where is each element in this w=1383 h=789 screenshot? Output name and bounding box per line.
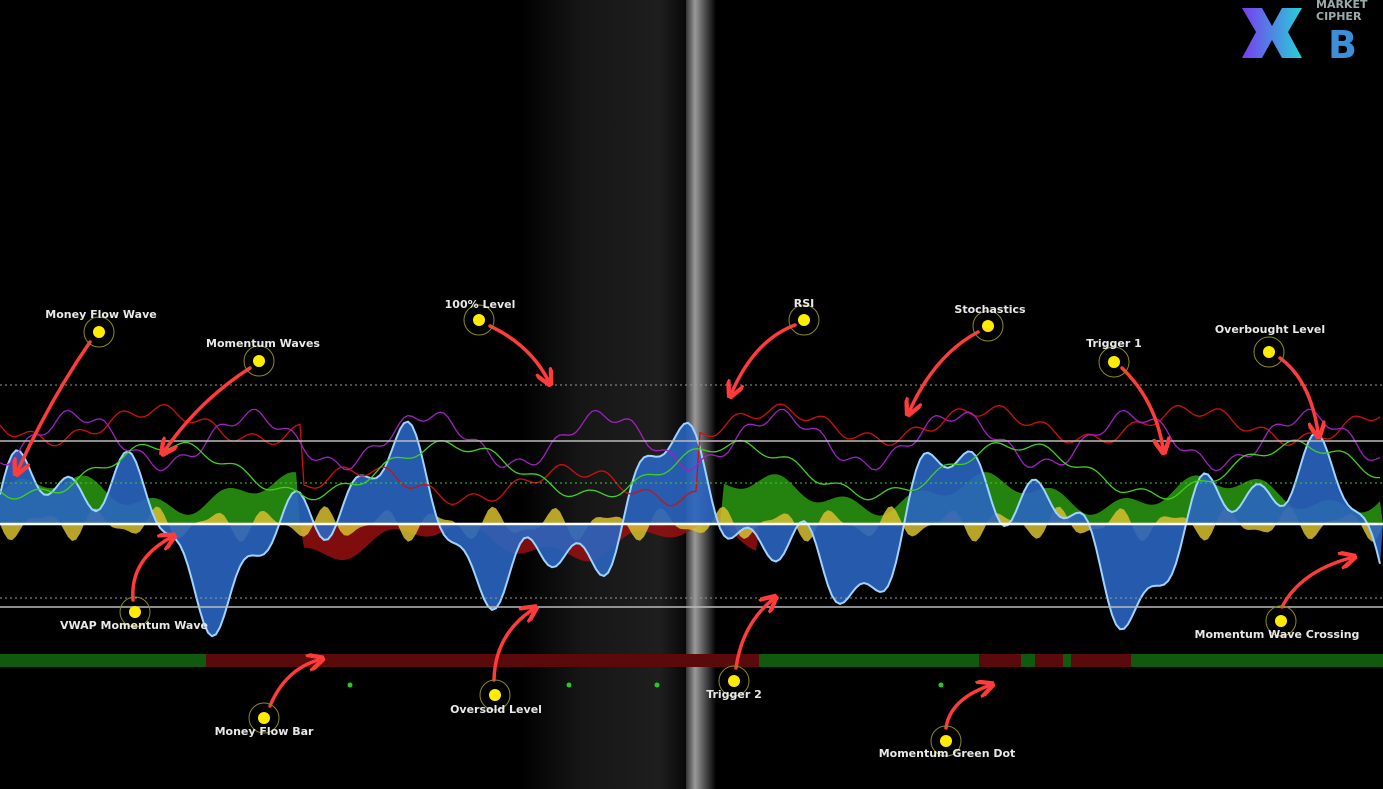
logo-text: MARKET — [1316, 0, 1368, 11]
bar-segment — [979, 654, 1021, 667]
dot-ring — [83, 316, 115, 348]
bar-segment — [1131, 654, 1383, 667]
green-dot — [347, 682, 353, 688]
green-dot — [654, 682, 660, 688]
arrow — [268, 660, 318, 708]
bar-segment — [1071, 654, 1131, 667]
logo-letter: B — [1328, 23, 1357, 67]
dot-ring — [788, 304, 820, 336]
dot — [982, 320, 994, 332]
bar-segment — [206, 654, 759, 667]
dot — [253, 355, 265, 367]
arrow — [165, 366, 252, 450]
dot-ring — [930, 725, 962, 757]
money-flow-bar — [0, 654, 1383, 667]
annotation-label: 100% Level — [445, 298, 516, 311]
logo-text: CIPHER — [1316, 10, 1362, 23]
bar-segment — [759, 654, 979, 667]
dot — [473, 314, 485, 326]
dot-ring — [248, 702, 280, 734]
annotations: Money Flow Wave Momentum Waves 100% Level R… — [18, 297, 1359, 760]
dot — [940, 735, 952, 747]
dot — [1275, 615, 1287, 627]
annotation-label: Money Flow Bar — [215, 725, 314, 738]
dot — [728, 675, 740, 687]
annotation-label: RSI — [794, 297, 815, 310]
arrow — [734, 600, 772, 670]
light-stripe — [686, 0, 716, 789]
dot — [1263, 346, 1275, 358]
bar-segment — [1063, 654, 1071, 667]
logo: MARKET CIPHER B — [1242, 0, 1368, 67]
arrow — [131, 538, 170, 602]
green-dot — [566, 682, 572, 688]
annotation-label: Trigger 1 — [1086, 337, 1142, 350]
annotation-label: Overbought Level — [1215, 323, 1325, 336]
arrow — [488, 324, 548, 380]
stoch-purple — [0, 408, 1381, 472]
dot — [258, 712, 270, 724]
vwap-yellow — [0, 506, 1383, 542]
arrow — [1280, 558, 1350, 609]
dot-ring — [1253, 336, 1285, 368]
annotation-label: Momentum Waves — [206, 337, 320, 350]
annotation-label: Money Flow Wave — [45, 308, 156, 321]
dot-ring — [479, 679, 511, 711]
bar-segment — [1035, 654, 1063, 667]
dot — [1108, 356, 1120, 368]
dot — [798, 314, 810, 326]
logo-mark — [1242, 8, 1302, 58]
bar-segment — [1021, 654, 1035, 667]
annotation-label: Trigger 2 — [706, 688, 762, 701]
dot-ring — [718, 665, 750, 697]
dot — [93, 326, 105, 338]
green-dot — [938, 682, 944, 688]
dot-ring — [1098, 346, 1130, 378]
arrow — [732, 323, 797, 392]
levels — [0, 384, 1383, 608]
arrow — [1120, 366, 1163, 448]
dot-ring — [243, 345, 275, 377]
dot-ring — [119, 596, 151, 628]
bar-segment — [0, 654, 206, 667]
dot — [489, 689, 501, 701]
dot — [129, 606, 141, 618]
indicator-waves — [0, 403, 1383, 638]
annotation-label: Momentum Wave Crossing — [1195, 628, 1360, 641]
annotation-label: Stochastics — [954, 303, 1026, 316]
dot-ring — [972, 310, 1004, 342]
dot-ring — [463, 304, 495, 336]
dot-ring — [1265, 605, 1297, 637]
arrow — [492, 610, 532, 682]
arrow — [1278, 356, 1318, 432]
rsi-green — [0, 439, 1380, 501]
annotation-label: VWAP Momentum Wave — [60, 619, 208, 632]
annotation-label: Oversold Level — [450, 703, 542, 716]
arrow — [18, 340, 92, 470]
momentum-edge — [0, 420, 1381, 638]
stoch-red — [0, 403, 1381, 507]
arrow — [910, 330, 980, 410]
annotation-label: Momentum Green Dot — [879, 747, 1016, 760]
arrow — [944, 686, 988, 730]
shade-band — [520, 0, 695, 789]
